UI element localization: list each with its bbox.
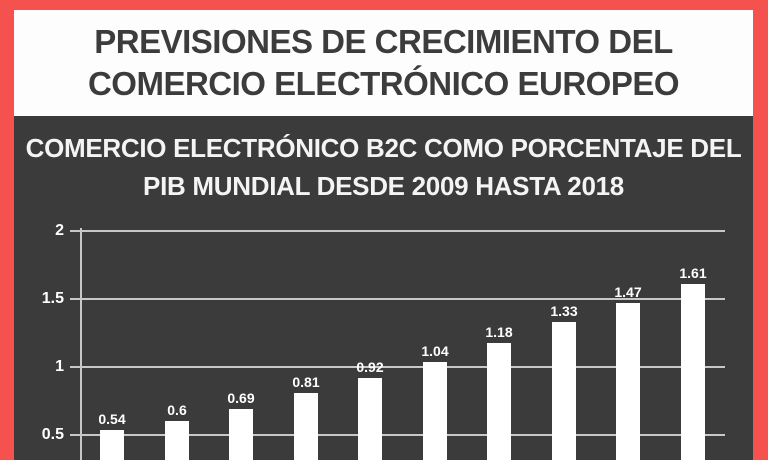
y-axis-line [80,228,82,460]
bar [229,409,253,460]
y-tick-label: 0.5 [41,426,64,443]
y-tick-label: 2 [55,222,64,239]
y-axis-tick [70,434,80,436]
bar [294,393,318,460]
bar-value-label: 1.47 [614,284,642,300]
bar-value-label: 1.18 [485,324,513,340]
y-axis-tick [70,230,80,232]
y-tick-label: 1 [55,358,64,375]
main-title-line-2: COMERCIO ELECTRÓNICO EUROPEO [87,65,680,102]
bar [681,284,705,460]
bar [165,421,189,460]
main-title-line-1: PREVISIONES DE CRECIMIENTO DEL [94,23,673,60]
title-card: PREVISIONES DE CRECIMIENTO DEL COMERCIO … [14,10,753,116]
chart-subtitle-line-2: PIB MUNDIAL DESDE 2009 HASTA 2018 [143,171,624,201]
chart-panel: COMERCIO ELECTRÓNICO B2C COMO PORCENTAJE… [14,116,753,460]
chart-subtitle: COMERCIO ELECTRÓNICO B2C COMO PORCENTAJE… [14,129,753,205]
bar [616,303,640,460]
bar-value-label: 0.54 [98,411,126,427]
gridline [80,298,725,300]
bar-chart: 2 1.5 1 0.5 0.54 0.6 0.69 0.81 0.92 1.04 1.18 1.33 1… [14,116,753,460]
y-axis-tick [70,366,80,368]
gridline [80,434,725,436]
bar [552,322,576,460]
y-tick-label: 1.5 [41,290,64,307]
bar [423,362,447,460]
bar [487,343,511,460]
bar [358,378,382,460]
bar-value-label: 1.04 [421,343,449,359]
gridline [80,366,725,368]
bar-value-label: 1.33 [550,303,578,319]
bar-value-label: 0.6 [167,402,187,418]
chart-subtitle-line-1: COMERCIO ELECTRÓNICO B2C COMO PORCENTAJE… [25,133,742,163]
bar-value-label: 0.69 [227,390,255,406]
bar [100,430,124,460]
gridline [80,230,725,232]
bar-value-label: 1.61 [679,265,707,281]
y-axis-tick [70,298,80,300]
bar-value-label: 0.92 [356,359,384,375]
bar-value-label: 0.81 [292,374,320,390]
